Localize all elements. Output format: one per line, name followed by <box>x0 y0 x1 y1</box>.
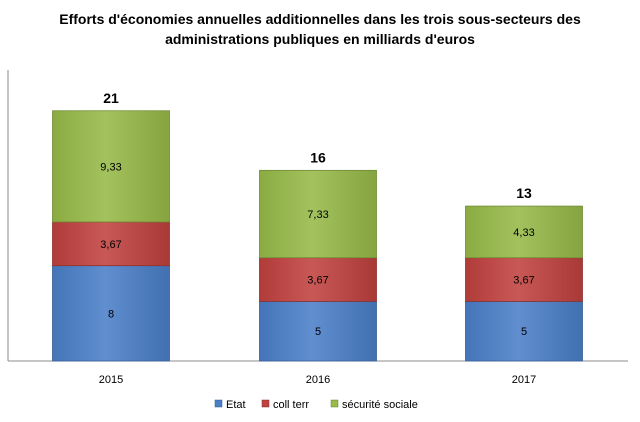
legend-swatch <box>330 399 339 408</box>
x-tick-label: 2016 <box>306 374 330 386</box>
legend-swatch <box>261 399 270 408</box>
bar-segment <box>465 205 583 259</box>
total-label: 13 <box>516 185 532 201</box>
legend-entry-label: coll terr <box>273 399 309 411</box>
plot-area: 8 3,67 9,33 21 2015 5 3,67 7,33 16 2016 5 3,67 4,33 1… <box>7 70 628 386</box>
legend-entry-label: sécurité sociale <box>342 399 418 411</box>
bar-segment <box>465 301 583 362</box>
data-label: 8 <box>108 308 114 320</box>
data-label: 5 <box>315 326 321 338</box>
bar-segment <box>52 265 170 362</box>
bar-segment <box>259 169 377 259</box>
x-tick-label: 2017 <box>512 374 536 386</box>
legend: Etat coll terr sécurité sociale <box>214 399 418 411</box>
data-label: 3,67 <box>513 275 534 287</box>
data-label: 4,33 <box>513 227 534 239</box>
chart-title-line-1: Efforts d'économies annuelles additionne… <box>59 11 581 27</box>
total-label: 21 <box>103 90 119 106</box>
total-label: 16 <box>310 149 326 165</box>
bar-segment <box>259 301 377 362</box>
legend-entry-label: Etat <box>226 399 246 411</box>
x-tick-label: 2015 <box>99 374 123 386</box>
data-label: 7,33 <box>307 209 328 221</box>
data-label: 9,33 <box>100 161 121 173</box>
legend-swatch <box>214 399 223 408</box>
data-label: 5 <box>521 326 527 338</box>
chart-title-line-2: administrations publiques en milliards d… <box>165 31 475 47</box>
data-label: 3,67 <box>307 275 328 287</box>
bar-segment <box>52 110 170 223</box>
bar-segment <box>259 257 377 302</box>
data-label: 3,67 <box>100 239 121 251</box>
bar-segment <box>465 257 583 302</box>
